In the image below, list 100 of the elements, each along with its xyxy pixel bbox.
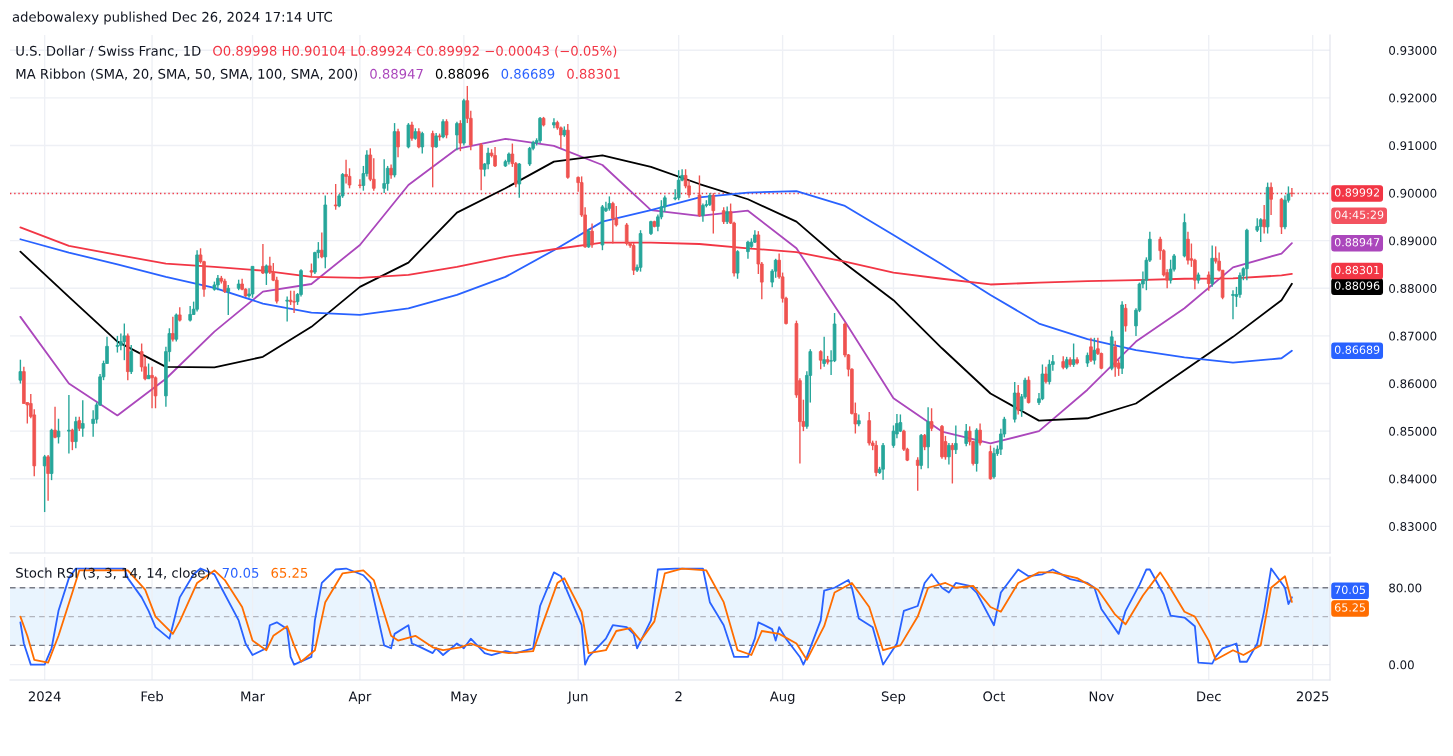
- candlestick: [1089, 337, 1093, 363]
- candlestick: [881, 442, 885, 481]
- candlestick: [590, 222, 594, 249]
- candlestick: [493, 146, 497, 168]
- y-tick-label: 0.91000: [1389, 141, 1437, 151]
- candlestick: [1113, 339, 1117, 378]
- candlestick: [420, 130, 425, 155]
- candlestick: [1231, 289, 1235, 320]
- y-tick-label: 0.00: [1389, 660, 1414, 670]
- x-tick-label: Aug: [769, 691, 795, 704]
- candlestick: [954, 424, 958, 455]
- text: O0.89998 H0.90104 L0.89924 C0.89992 −0.00043 (−0.05%): [213, 45, 617, 58]
- y-tick-label: 0.86000: [1389, 379, 1437, 389]
- candlestick: [697, 174, 702, 218]
- candlestick: [818, 349, 823, 370]
- candlestick: [735, 249, 740, 280]
- candlestick: [559, 125, 563, 150]
- candlestick: [964, 423, 969, 448]
- candlestick: [226, 284, 231, 316]
- candlestick: [67, 394, 71, 455]
- candlestick: [285, 295, 289, 323]
- candlestick: [320, 231, 324, 259]
- candlestick: [382, 158, 386, 194]
- candlestick: [129, 344, 134, 375]
- x-tick-label: Nov: [1089, 691, 1114, 702]
- x-tick-label: Jun: [567, 691, 588, 704]
- candlestick: [42, 454, 47, 513]
- y-tick-label: 0.92000: [1389, 93, 1437, 103]
- candlestick: [1123, 303, 1128, 333]
- candlestick: [344, 159, 348, 185]
- x-tick-label: 2025: [1296, 691, 1329, 702]
- text: 0.88301: [1334, 265, 1380, 275]
- x-tick-label: Oct: [983, 691, 1006, 702]
- x-tick-label: Apr: [348, 691, 372, 704]
- x-tick-label: Mar: [241, 691, 265, 702]
- annotation: 0.88301: [567, 68, 620, 79]
- candlestick: [538, 116, 542, 144]
- candlestick: [586, 228, 591, 249]
- candlestick: [56, 418, 61, 445]
- x-tick-label: Sep: [881, 691, 906, 704]
- text: U.S. Dollar / Swiss Franc, 1D: [16, 45, 201, 58]
- y-tick-label: 0.84000: [1389, 474, 1437, 484]
- y-tick-label: 80.00: [1389, 583, 1422, 593]
- candlestick: [1290, 187, 1294, 198]
- candlestick: [701, 202, 705, 223]
- candlestick: [1186, 230, 1190, 266]
- text: 0.86689: [1334, 345, 1380, 354]
- y-tick-label: 0.85000: [1389, 426, 1437, 436]
- legend-title: MA Ribbon (SMA, 20, SMA, 50, SMA, 100, SMA, 200): [16, 68, 358, 81]
- annotation: 70.05: [222, 567, 259, 578]
- candlestick: [1269, 181, 1273, 216]
- text: 65.25: [1334, 603, 1366, 612]
- y-tick-label: 0.90000: [1389, 188, 1437, 198]
- text: 04:45:29: [1334, 210, 1384, 219]
- text: 0.88947: [1334, 238, 1380, 247]
- y-tick-label: 0.93000: [1389, 45, 1437, 55]
- candlestick: [410, 120, 414, 142]
- line-series: [19, 226, 1293, 286]
- annotation: 65.25: [271, 567, 308, 578]
- candlestick: [978, 422, 982, 447]
- candlestick: [150, 366, 154, 409]
- candlestick: [1206, 270, 1211, 292]
- candlestick: [822, 336, 826, 368]
- text: 70.05: [1335, 585, 1366, 595]
- y-tick-label: 0.88000: [1389, 284, 1437, 293]
- candlestick: [122, 322, 127, 361]
- candlestick: [292, 289, 296, 314]
- annotation: 0.89992: [1334, 188, 1379, 197]
- text: 0.88096: [1334, 281, 1380, 290]
- candlestick: [929, 407, 934, 432]
- candlestick: [18, 359, 23, 385]
- x-tick-label: 2: [675, 691, 682, 702]
- text: adebowalexy published Dec 26, 2024 17:14 UTC: [12, 11, 332, 25]
- x-tick-label: 2024: [28, 691, 61, 702]
- y-tick-label: 0.89000: [1389, 236, 1437, 246]
- candlestick: [947, 442, 951, 466]
- y-tick-label: 0.83000: [1389, 522, 1437, 531]
- annotation: 0.88096: [435, 68, 489, 79]
- x-tick-label: Dec: [1197, 691, 1221, 702]
- candlestick: [171, 316, 175, 343]
- candlestick: [70, 428, 75, 451]
- candlestick: [1016, 384, 1020, 416]
- annotation: 0.86689: [501, 68, 555, 79]
- x-tick-label: May: [451, 691, 478, 704]
- x-tick-label: Feb: [141, 691, 163, 702]
- y-tick-label: 0.87000: [1389, 331, 1437, 341]
- candlestick: [46, 454, 50, 502]
- line-series: [19, 190, 1293, 364]
- candlestick: [486, 147, 490, 170]
- candlestick: [1026, 375, 1031, 405]
- candlestick: [867, 411, 872, 447]
- candlestick: [358, 178, 362, 190]
- candlestick: [1262, 204, 1266, 235]
- candlestick: [517, 162, 522, 199]
- candlestick: [396, 128, 400, 159]
- candlestick: [950, 442, 955, 485]
- candlestick: [406, 122, 411, 150]
- candlestick: [264, 263, 269, 286]
- candlestick: [1092, 337, 1097, 366]
- annotation: 0.88947: [370, 68, 423, 79]
